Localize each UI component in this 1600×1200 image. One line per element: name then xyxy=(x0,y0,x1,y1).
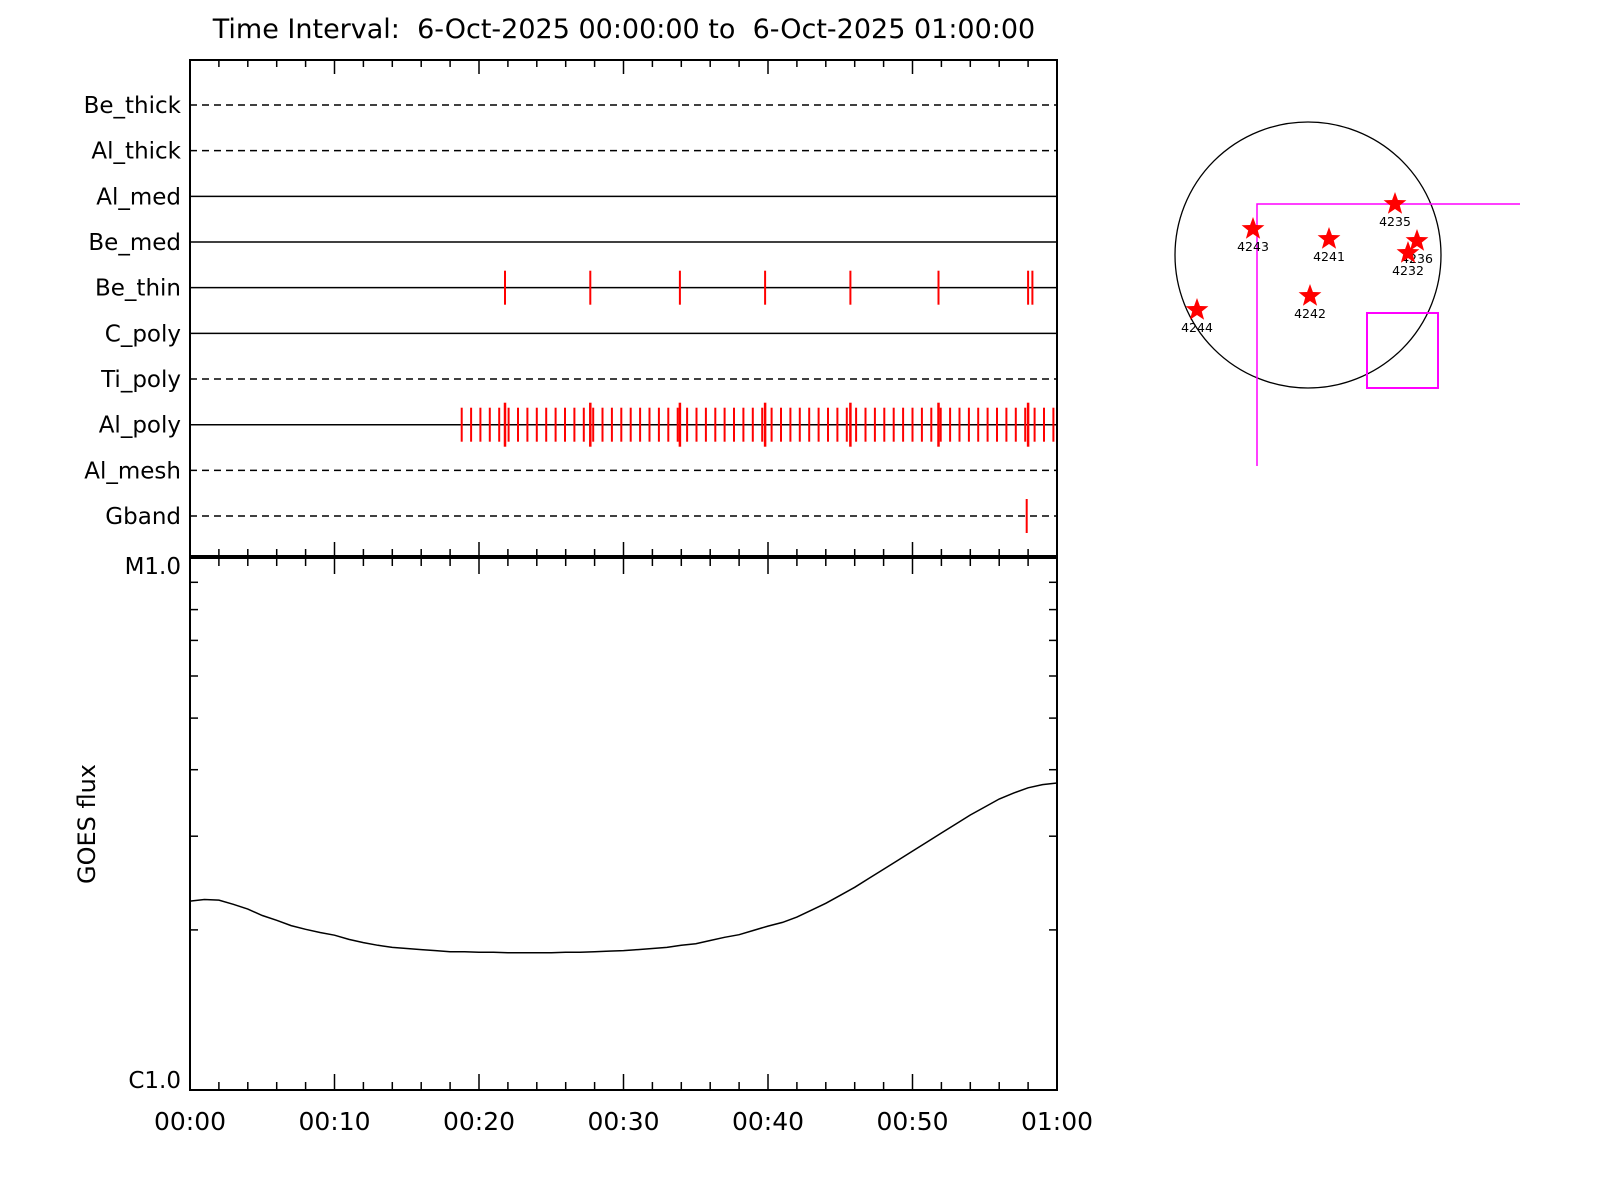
filter-timeline-panel: Be_thick Al_thick Al_med Be_med Be_thin C_pol… xyxy=(84,59,1058,557)
x-tick-label: 00:50 xyxy=(876,1107,948,1136)
filter-row-label: Gband xyxy=(105,504,181,530)
filter-row-label: Al_mesh xyxy=(84,458,181,484)
filter-row-label: Al_thick xyxy=(91,139,181,165)
active-region-label: 4232 xyxy=(1392,263,1424,278)
x-tick-label: 00:20 xyxy=(443,1107,515,1136)
filter-panel-border xyxy=(189,59,1058,557)
goes-flux-panel: M1.0 C1.0 GOES flux 00:00 00:10 00:20 00:30 00:… xyxy=(73,554,1093,1136)
active-region-star xyxy=(1317,227,1341,249)
x-tick-label: 00:40 xyxy=(732,1107,804,1136)
active-region-star xyxy=(1185,298,1209,320)
filter-row-label: Be_med xyxy=(88,230,181,256)
filter-row-label: Al_poly xyxy=(99,413,181,439)
fov-box xyxy=(1366,312,1439,389)
x-tick-label: 00:10 xyxy=(298,1107,370,1136)
active-region-label: 4235 xyxy=(1379,214,1411,229)
filter-row-label: Be_thick xyxy=(84,93,182,119)
filter-row-label: Al_med xyxy=(96,184,181,210)
goes-flux-curve xyxy=(189,782,1058,954)
active-region-star xyxy=(1298,284,1322,306)
x-tick-label: 01:00 xyxy=(1021,1107,1093,1136)
filter-row-label: Be_thin xyxy=(95,276,181,302)
plot-title: Time Interval: 6-Oct-2025 00:00:00 to 6-… xyxy=(212,14,1036,45)
active-region-label: 4241 xyxy=(1313,249,1345,264)
fov-pointer-lines xyxy=(1256,203,1520,466)
solar-disk xyxy=(1174,121,1442,389)
active-region-label: 4243 xyxy=(1237,239,1269,254)
x-tick-label: 00:30 xyxy=(587,1107,659,1136)
active-region-label: 4242 xyxy=(1294,306,1326,321)
active-region-label: 4244 xyxy=(1181,320,1213,335)
x-tick-label: 00:00 xyxy=(154,1107,226,1136)
active-region-star xyxy=(1396,241,1420,263)
filter-row-label: Ti_poly xyxy=(100,367,181,393)
active-region-star xyxy=(1241,217,1265,239)
filter-row-label: C_poly xyxy=(105,321,181,347)
active-region-star xyxy=(1405,229,1429,251)
goes-ylabel: GOES flux xyxy=(73,764,101,884)
goes-y-top-label: M1.0 xyxy=(125,554,181,580)
active-region-star xyxy=(1383,192,1407,214)
goes-y-bottom-label: C1.0 xyxy=(128,1068,181,1094)
goes-panel-border xyxy=(189,557,1058,1091)
